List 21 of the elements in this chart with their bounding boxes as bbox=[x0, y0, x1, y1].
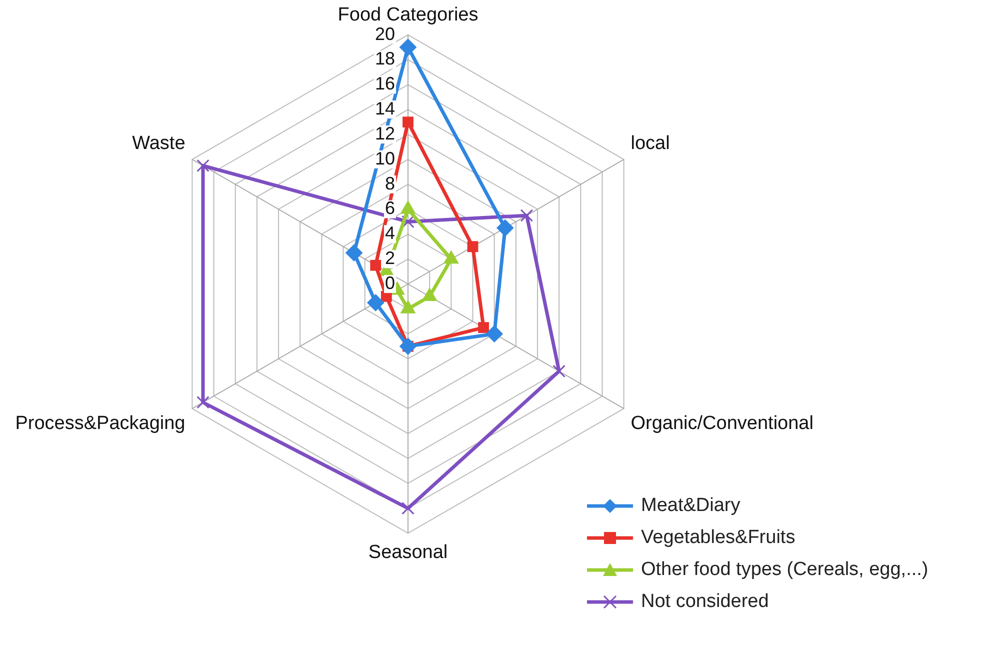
spoke-label: Process&Packaging bbox=[15, 413, 186, 434]
y-tick-label: 20 bbox=[374, 24, 395, 44]
legend-label: Vegetables&Fruits bbox=[641, 527, 796, 549]
y-tick-label: 14 bbox=[374, 98, 395, 119]
y-tick-label: 12 bbox=[374, 123, 395, 144]
y-tick-label: 16 bbox=[374, 74, 395, 94]
y-tick-label: 4 bbox=[384, 223, 395, 244]
spoke-label: Food Categories bbox=[338, 4, 478, 26]
spoke-label: Organic/Conventional bbox=[630, 413, 814, 434]
y-tick-label: 2 bbox=[384, 248, 395, 268]
y-tick-label: 0 bbox=[384, 272, 395, 293]
legend-label: Not considered bbox=[641, 591, 769, 613]
y-tick-label: 10 bbox=[374, 148, 395, 168]
spoke-label: Seasonal bbox=[368, 542, 448, 563]
legend-label: Meat&Diary bbox=[641, 495, 740, 517]
y-tick-label: 6 bbox=[384, 198, 395, 218]
spoke-label: local bbox=[630, 133, 670, 154]
spoke-label: Waste bbox=[132, 133, 186, 154]
y-tick-label: 18 bbox=[374, 48, 395, 69]
y-tick-label: 8 bbox=[384, 173, 395, 194]
legend-label: Other food types (Cereals, egg,...) bbox=[641, 559, 928, 581]
